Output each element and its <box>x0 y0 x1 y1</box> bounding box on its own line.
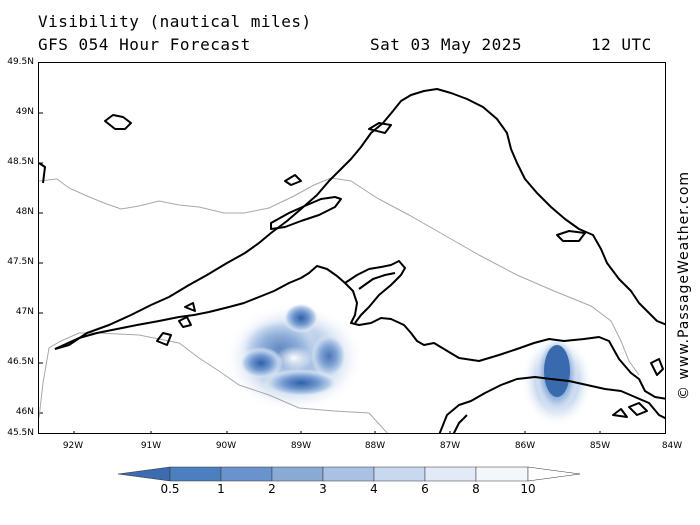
lon-label: 85W <box>589 441 611 451</box>
forecast-time: 12 UTC <box>591 35 652 54</box>
colorbar-swatch <box>373 466 426 482</box>
colorbar-swatch <box>169 466 222 482</box>
lon-label: 88W <box>364 441 386 451</box>
forecast-date: Sat 03 May 2025 <box>370 35 522 54</box>
lat-label: 48N <box>15 207 34 217</box>
colorbar-swatch <box>118 466 171 482</box>
lon-label: 89W <box>290 441 312 451</box>
colorbar-label: 2 <box>268 482 276 496</box>
lat-label: 47.5N <box>7 257 34 267</box>
lat-label: 45.5N <box>7 428 34 438</box>
forecast-label: GFS 054 Hour Forecast <box>38 35 251 54</box>
colorbar-swatch <box>527 466 581 482</box>
lat-label: 46.5N <box>7 357 34 367</box>
lat-label: 49N <box>15 107 34 117</box>
lat-label: 49.5N <box>7 57 34 67</box>
colorbar-label: 1 <box>217 482 225 496</box>
colorbar-swatch <box>424 466 477 482</box>
lat-label: 47N <box>15 307 34 317</box>
colorbar-label: 0.5 <box>160 482 180 496</box>
colorbar-swatch <box>322 466 375 482</box>
fog-field-east <box>521 335 593 427</box>
lon-label: 90W <box>215 441 237 451</box>
colorbar-swatch <box>475 466 529 482</box>
map-panel[interactable] <box>38 62 666 434</box>
borders <box>39 177 640 433</box>
lat-label: 46N <box>15 407 34 417</box>
colorbar-swatch <box>271 466 324 482</box>
colorbar-label: 10 <box>520 482 536 496</box>
lat-label: 48.5N <box>7 157 34 167</box>
lon-label: 86W <box>514 441 536 451</box>
lon-label: 92W <box>62 441 84 451</box>
lake-superior-shoreline <box>39 88 665 433</box>
visibility-colorbar <box>118 466 581 482</box>
colorbar-label: 8 <box>472 482 480 496</box>
map-svg <box>39 88 665 433</box>
colorbar-label: 3 <box>319 482 327 496</box>
colorbar-swatch <box>220 466 273 482</box>
lon-label: 91W <box>140 441 162 451</box>
fog-field-west <box>224 303 364 413</box>
map-title: Visibility (nautical miles) <box>38 12 312 31</box>
colorbar-label: 4 <box>370 482 378 496</box>
lon-label: 87W <box>439 441 461 451</box>
lon-label: 84W <box>661 441 683 451</box>
credit-text: © www.PassageWeather.com <box>676 170 692 400</box>
colorbar-label: 6 <box>421 482 429 496</box>
